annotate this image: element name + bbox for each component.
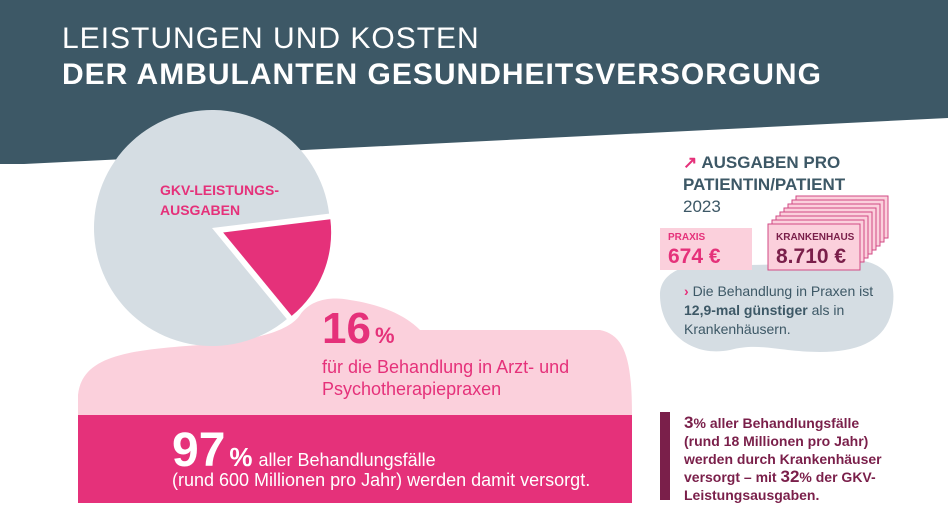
share3-text-a: aller Behandlungsfälle (rund 18 Millione… [684,415,882,485]
krankenhaus-value: 8.710 € [776,245,847,268]
comparison-note-bold: 12,9-mal günstiger [684,302,808,318]
share3-text-b: der GKV-Leistungsausgaben. [684,469,876,503]
page-title-line2: DER AMBULANTEN GESUNDHEITSVERSORGUNG [62,58,822,91]
share16-unit: % [374,323,395,348]
praxis-card [660,228,752,270]
share97-line1: 97% aller Behandlungsfälle [172,423,436,478]
comparison-note: › Die Behandlung in Praxen ist 12,9-mal … [684,282,884,339]
page-title-line1: LEISTUNGEN UND KOSTEN [62,22,480,55]
comparison-note-post: als in Krankenhäusern. [684,302,845,337]
ausgaben-title: ↗ AUSGABEN PRO PATIENTIN/PATIENT [683,152,923,196]
ausgaben-title-text: AUSGABEN PRO PATIENTIN/PATIENT [683,153,846,194]
share3-number: 3 [684,413,694,432]
share3-unit-b: % [799,469,812,485]
ausgaben-year: 2023 [683,197,721,216]
krankenhaus-stack-sheets [767,195,889,271]
share16-figure: 16% [322,304,395,354]
chevron-right-icon: › [684,283,689,299]
comparison-note-pre: Die Behandlung in Praxen ist [692,283,874,299]
share3-unit: % [693,415,706,431]
share97-line2: (rund 600 Millionen pro Jahr) werden dam… [172,470,591,490]
pie-slice-main [94,110,330,346]
share16-number: 16 [322,304,371,353]
trend-arrow-icon: ↗ [683,153,698,172]
share97-band [78,415,632,503]
share97-line1-text: aller Behandlungsfälle [258,450,436,470]
share3-number-b: 32 [780,467,800,486]
share97-number: 97 [172,424,226,477]
praxis-value: 674 € [668,245,721,268]
share3-accent-bar [660,412,670,500]
share16-description: für die Behandlung in Arzt- und Psychoth… [322,357,570,399]
grey-blob-background [660,259,894,352]
praxis-label: PRAXIS [668,232,706,243]
pie-label: GKV-LEISTUNGS-AUSGABEN [160,182,280,218]
pie-slice-highlight [223,219,332,316]
share97-unit: % [229,442,253,472]
pink-wave-background [78,298,632,415]
share3-text: 3% aller Behandlungsfälle (rund 18 Milli… [684,414,894,504]
krankenhaus-label: KRANKENHAUS [776,232,855,243]
